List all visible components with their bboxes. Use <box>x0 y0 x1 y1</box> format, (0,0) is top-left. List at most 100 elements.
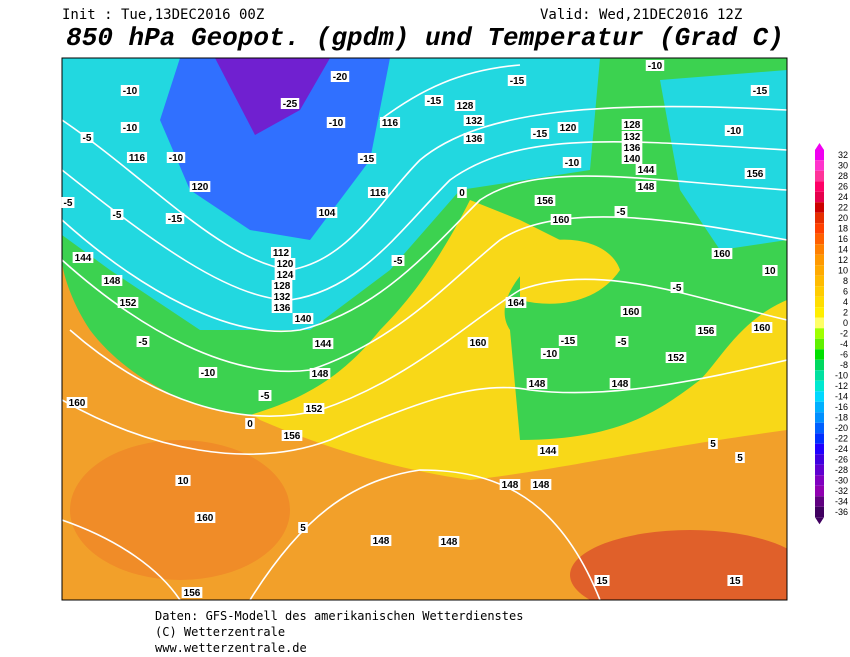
contour-label-box <box>120 122 140 133</box>
scale-cell <box>815 443 824 455</box>
scale-label: 4 <box>843 297 848 307</box>
init-time: Init : Tue,13DEC2016 00Z <box>62 7 264 23</box>
scale-cell <box>815 149 824 161</box>
contour-label-box <box>540 348 560 359</box>
scale-cell <box>815 181 824 192</box>
contour-label-box <box>438 536 460 547</box>
contour-label: 140 <box>624 154 641 165</box>
contour-label: 120 <box>192 182 209 193</box>
contour-label-box <box>303 403 325 414</box>
contour-label: -15 <box>510 76 525 87</box>
contour-label-box <box>621 131 643 142</box>
contour-label: 136 <box>274 303 291 314</box>
contour-label-box <box>274 269 296 280</box>
contour-label: 156 <box>537 196 554 207</box>
scale-label: -18 <box>835 413 848 423</box>
contour-label: 10 <box>177 476 189 487</box>
extreme-cold-area <box>215 58 330 135</box>
scale-cell <box>815 265 824 276</box>
contour-label: -5 <box>113 210 122 221</box>
scale-label: -12 <box>835 381 848 391</box>
map-title: 850 hPa Geopot. (gpdm) und Temperatur (G… <box>66 23 784 53</box>
contour-label: -15 <box>168 214 183 225</box>
contour-label: 144 <box>75 253 92 264</box>
contour-label-box <box>750 85 770 96</box>
contour-label-box <box>271 302 293 313</box>
contour-label: -15 <box>427 96 442 107</box>
scale-cell <box>815 286 824 297</box>
scale-label: -6 <box>840 350 848 360</box>
scale-cell <box>815 275 824 287</box>
contour-label: 148 <box>529 379 546 390</box>
contour-label-box <box>280 98 300 109</box>
scale-cell <box>815 454 824 465</box>
contour-label: -5 <box>64 198 73 209</box>
contour-label: 124 <box>277 270 294 281</box>
contour-label-box <box>670 282 684 293</box>
contour-label-box <box>391 255 405 266</box>
contour-label: 156 <box>747 169 764 180</box>
scale-cell <box>815 233 824 245</box>
contour-label-box <box>454 100 476 111</box>
contour-label: -20 <box>333 72 348 83</box>
contour-label-box <box>645 60 665 71</box>
contour-label: 152 <box>668 353 685 364</box>
contour <box>62 216 787 372</box>
contour-label: 144 <box>638 165 655 176</box>
contour-label-box <box>166 152 186 163</box>
contour-label-box <box>370 535 392 546</box>
contour-label-box <box>711 248 733 259</box>
scale-label: 28 <box>838 171 848 181</box>
scale-end <box>815 143 824 150</box>
scale-cell <box>815 422 824 434</box>
contour-label-box <box>66 397 88 408</box>
contour-label: 148 <box>638 182 655 193</box>
contour-label-box <box>326 117 346 128</box>
scale-cell <box>815 244 824 255</box>
contour-label: 128 <box>274 281 291 292</box>
scale-label: -4 <box>840 339 848 349</box>
scale-cell <box>815 464 824 476</box>
contour-label: 160 <box>714 249 731 260</box>
scale-label: 32 <box>838 150 848 160</box>
contour-label-box <box>457 187 467 198</box>
scale-cell <box>815 506 824 518</box>
contour-label-box <box>245 418 255 429</box>
contour-label-box <box>621 153 643 164</box>
scale-cell <box>815 349 824 360</box>
contour-label-box <box>537 445 559 456</box>
scale-cell <box>815 485 824 497</box>
contour-label: -25 <box>283 99 298 110</box>
contour-label-box <box>620 306 642 317</box>
contour-label-box <box>117 297 139 308</box>
scale-label: -22 <box>835 434 848 444</box>
contour-label: 152 <box>306 404 323 415</box>
contour-label-box <box>665 352 687 363</box>
contour-label: -5 <box>261 391 270 402</box>
contour-label: 148 <box>373 536 390 547</box>
contour-label-box <box>530 128 550 139</box>
color-scale: 32302826242220181614121086420-2-4-6-8-10… <box>815 143 848 525</box>
contour-label: 148 <box>612 379 629 390</box>
contour <box>62 359 787 455</box>
scale-cell <box>815 359 824 371</box>
scale-cell <box>815 433 824 444</box>
very-cold-area <box>160 58 390 240</box>
contour-label: 116 <box>370 188 387 199</box>
scale-cell <box>815 170 824 182</box>
contour-label-box <box>695 325 717 336</box>
contour-label: -10 <box>123 123 138 134</box>
contour-label: 112 <box>273 248 290 259</box>
scale-label: -14 <box>835 392 848 402</box>
contour-label: -10 <box>565 158 580 169</box>
contour-label-box <box>198 367 218 378</box>
contour-label-box <box>175 475 191 486</box>
contour-label: 148 <box>441 537 458 548</box>
scale-label: 24 <box>838 192 848 202</box>
contour-label: 160 <box>69 398 86 409</box>
contour-label-box <box>194 512 216 523</box>
contour-label: 160 <box>197 513 214 524</box>
scale-label: -34 <box>835 497 848 507</box>
contour-label: 5 <box>300 523 306 534</box>
scale-label: -26 <box>835 455 848 465</box>
